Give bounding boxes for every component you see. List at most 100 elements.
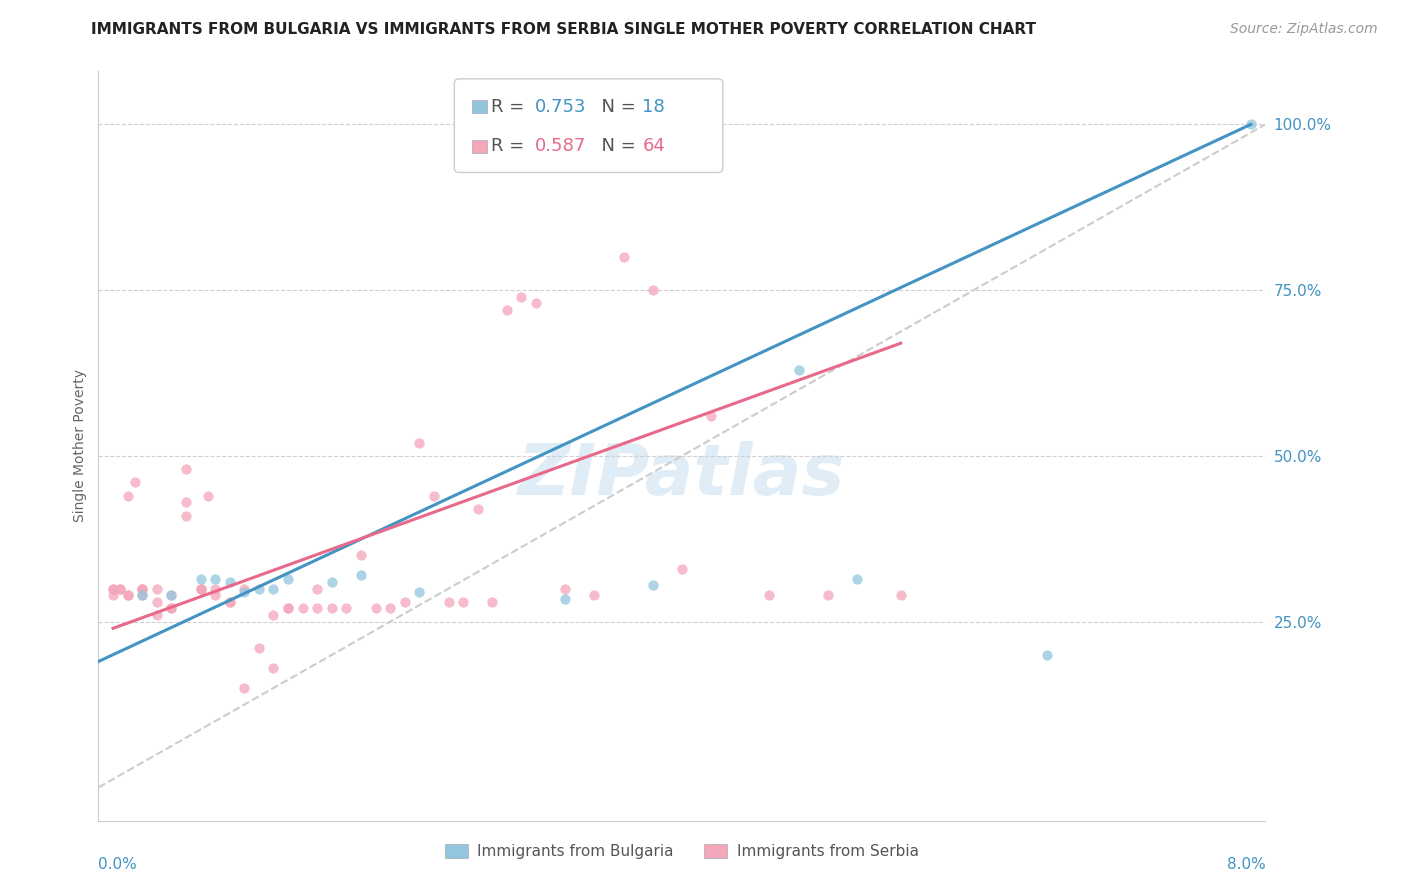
Legend: Immigrants from Bulgaria, Immigrants from Serbia: Immigrants from Bulgaria, Immigrants fro… — [439, 838, 925, 865]
Point — [131, 588, 153, 602]
Point — [481, 595, 503, 609]
Point — [758, 588, 780, 602]
Point — [174, 508, 197, 523]
Point — [307, 601, 329, 615]
Text: 0.587: 0.587 — [536, 137, 586, 155]
Point — [364, 601, 387, 615]
Point — [233, 582, 256, 596]
Text: ZIPatlas: ZIPatlas — [519, 442, 845, 510]
Point — [451, 595, 474, 609]
Point — [641, 283, 664, 297]
Point — [160, 588, 183, 602]
Point — [817, 588, 839, 602]
Point — [218, 595, 240, 609]
Point — [247, 582, 270, 596]
Text: 0.753: 0.753 — [536, 97, 586, 116]
Point — [131, 588, 153, 602]
Point — [423, 489, 446, 503]
Point — [380, 601, 402, 615]
Point — [845, 572, 868, 586]
Point — [496, 303, 519, 318]
Y-axis label: Single Mother Poverty: Single Mother Poverty — [73, 369, 87, 523]
Point — [204, 582, 226, 596]
Text: Source: ZipAtlas.com: Source: ZipAtlas.com — [1230, 22, 1378, 37]
Point — [101, 582, 124, 596]
Point — [190, 582, 212, 596]
FancyBboxPatch shape — [472, 100, 486, 113]
Point — [554, 591, 576, 606]
Point — [131, 582, 153, 596]
Point — [204, 588, 226, 602]
Point — [510, 290, 533, 304]
Point — [131, 582, 153, 596]
Point — [350, 549, 373, 563]
Text: 64: 64 — [643, 137, 665, 155]
Point — [160, 601, 183, 615]
Point — [247, 641, 270, 656]
Point — [335, 601, 357, 615]
Point — [160, 588, 183, 602]
Point — [277, 601, 299, 615]
Point — [1035, 648, 1057, 662]
Point — [437, 595, 460, 609]
FancyBboxPatch shape — [454, 78, 723, 172]
Point — [1240, 117, 1263, 131]
Point — [291, 601, 314, 615]
Point — [117, 489, 139, 503]
Point — [174, 495, 197, 509]
Point — [110, 582, 132, 596]
Point — [350, 568, 373, 582]
Point — [101, 582, 124, 596]
Point — [146, 595, 169, 609]
Point — [160, 601, 183, 615]
Text: 8.0%: 8.0% — [1226, 857, 1265, 872]
Point — [321, 574, 343, 589]
Point — [408, 435, 430, 450]
Point — [321, 601, 343, 615]
Point — [277, 601, 299, 615]
Point — [583, 588, 606, 602]
Point — [890, 588, 912, 602]
Point — [190, 582, 212, 596]
Point — [408, 585, 430, 599]
Point — [524, 296, 547, 310]
Point — [641, 578, 664, 592]
Point — [218, 574, 240, 589]
Point — [101, 588, 124, 602]
Text: R =: R = — [491, 97, 530, 116]
Point — [190, 582, 212, 596]
Point — [554, 582, 576, 596]
Point — [787, 363, 810, 377]
Point — [131, 582, 153, 596]
Point — [262, 661, 284, 675]
Point — [467, 502, 489, 516]
Point — [146, 582, 169, 596]
Text: 0.0%: 0.0% — [98, 857, 138, 872]
FancyBboxPatch shape — [472, 139, 486, 153]
Point — [671, 562, 693, 576]
Point — [612, 250, 634, 264]
Point — [700, 409, 723, 424]
Point — [262, 608, 284, 623]
Point — [204, 572, 226, 586]
Text: N =: N = — [591, 137, 641, 155]
Text: R =: R = — [491, 137, 530, 155]
Point — [124, 475, 146, 490]
Point — [277, 572, 299, 586]
Point — [110, 582, 132, 596]
Point — [394, 595, 416, 609]
Point — [117, 588, 139, 602]
Text: N =: N = — [591, 97, 641, 116]
Text: IMMIGRANTS FROM BULGARIA VS IMMIGRANTS FROM SERBIA SINGLE MOTHER POVERTY CORRELA: IMMIGRANTS FROM BULGARIA VS IMMIGRANTS F… — [91, 22, 1036, 37]
Point — [190, 572, 212, 586]
Point — [174, 462, 197, 476]
Text: 18: 18 — [643, 97, 665, 116]
Point — [117, 588, 139, 602]
Point — [197, 489, 219, 503]
Point — [146, 608, 169, 623]
Point — [218, 595, 240, 609]
Point — [307, 582, 329, 596]
Point — [233, 585, 256, 599]
Point — [262, 582, 284, 596]
Point — [233, 681, 256, 695]
